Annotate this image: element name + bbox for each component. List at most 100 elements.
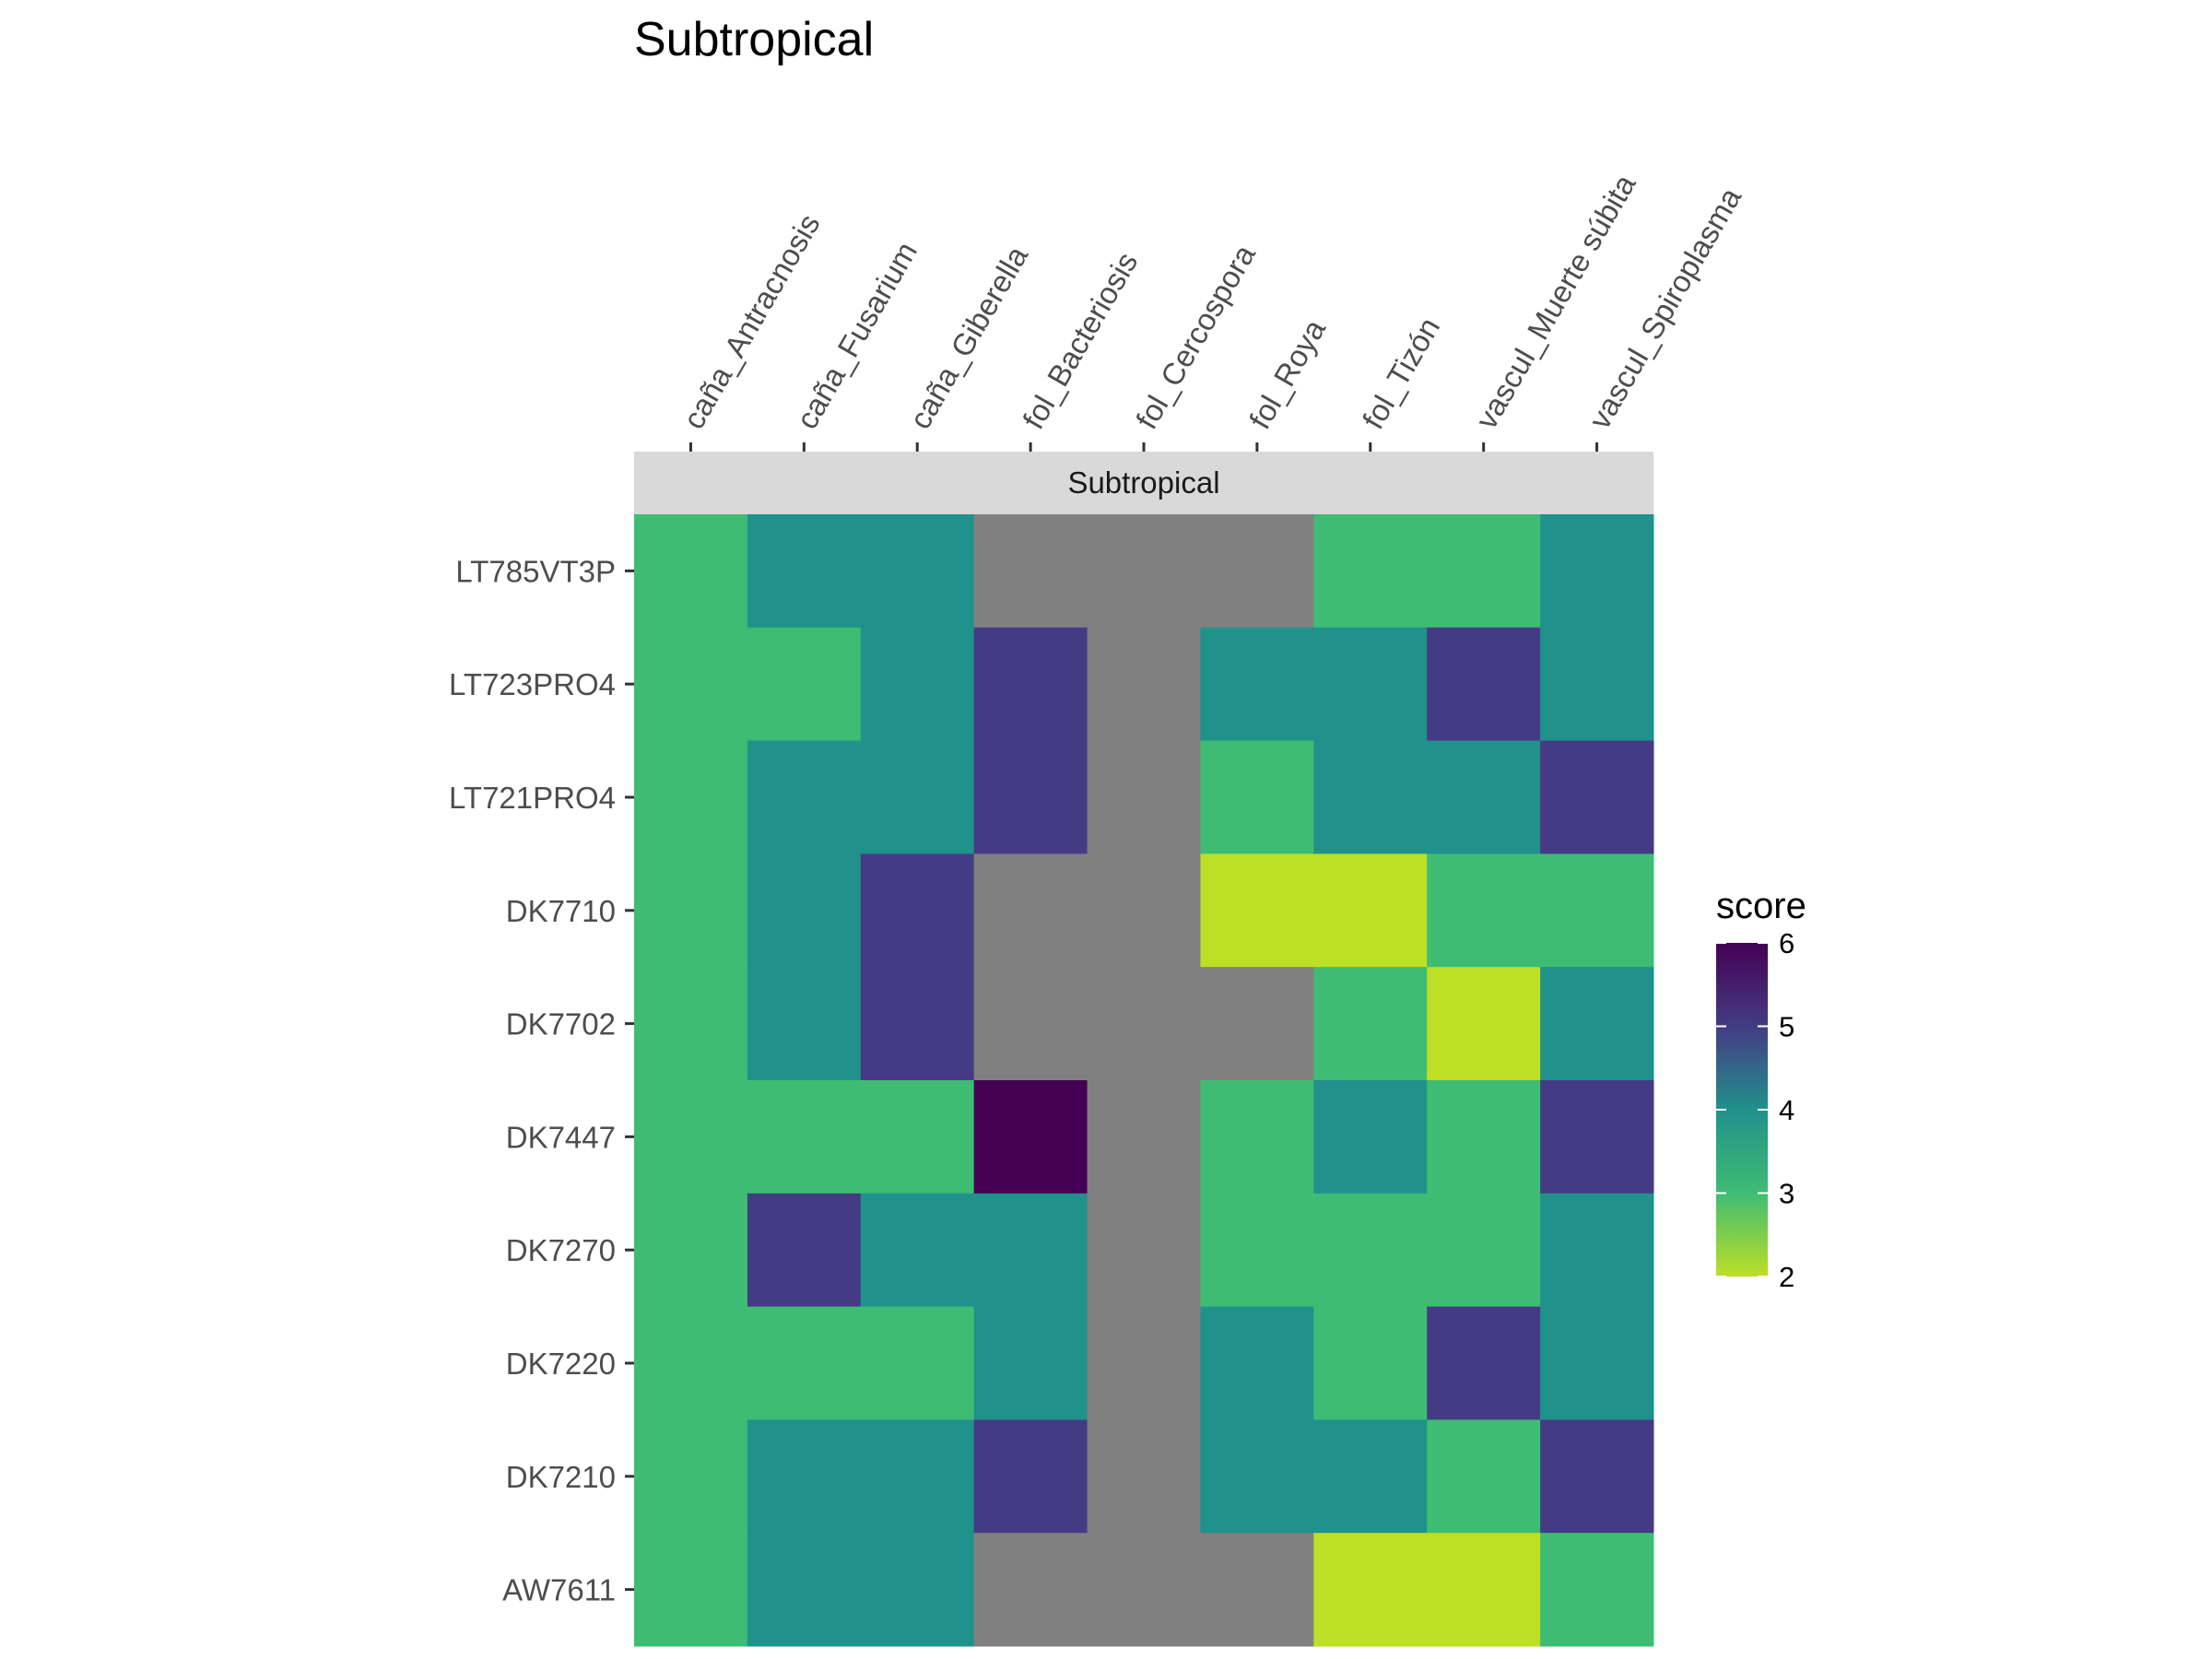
heatmap-cell	[1087, 1306, 1201, 1420]
heatmap-cell	[1427, 627, 1541, 742]
heatmap-cell	[1540, 514, 1654, 629]
heatmap-cell	[1313, 853, 1428, 968]
heatmap-cell	[747, 514, 862, 629]
heatmap-cell	[747, 967, 862, 1081]
heatmap-cell	[747, 627, 862, 742]
heatmap-cell	[1427, 853, 1541, 968]
heatmap-cell	[747, 853, 862, 968]
x-axis-labels: caña_Antracnosiscaña_Fusariumcaña_Gibere…	[676, 168, 1747, 434]
heatmap-cell	[973, 1533, 1088, 1647]
y-tick-label: LT723PRO4	[449, 667, 616, 701]
heatmap-cell	[860, 1533, 975, 1647]
heatmap-cell	[1313, 627, 1428, 742]
heatmap-cell	[1313, 1533, 1428, 1647]
heatmap-cell	[1200, 967, 1314, 1081]
heatmap-cell	[860, 740, 975, 854]
heatmap-cell	[1087, 514, 1201, 629]
heatmap-cell	[973, 740, 1088, 854]
x-tick-label: fol_Roya	[1242, 313, 1332, 435]
heatmap-cell	[1427, 1193, 1541, 1308]
heatmap-cell	[1540, 1080, 1654, 1194]
heatmap-cell	[634, 967, 748, 1081]
legend-tick-label: 2	[1779, 1261, 1794, 1293]
heatmap-cell	[860, 514, 975, 629]
heatmap-cell	[1427, 740, 1541, 854]
heatmap-cell	[1200, 1419, 1314, 1534]
heatmap-cell	[973, 1080, 1088, 1194]
y-tick-label: LT721PRO4	[449, 781, 616, 815]
heatmap-cell	[1200, 1080, 1314, 1194]
heatmap-cell	[1200, 627, 1314, 742]
x-tick-label: caña_Fusarium	[789, 236, 924, 434]
y-tick-label: AW7611	[502, 1573, 616, 1607]
heatmap-cell	[860, 1080, 975, 1194]
heatmap-cell	[1313, 1193, 1428, 1308]
heatmap-cell	[1200, 514, 1314, 629]
heatmap-cell	[1540, 1533, 1654, 1647]
x-tick-label: caña_Giberella	[902, 240, 1034, 434]
y-tick-label: DK7702	[506, 1007, 616, 1041]
heatmap-cell	[634, 1419, 748, 1534]
heatmap-cell	[1313, 967, 1428, 1081]
heatmap-cell	[1427, 514, 1541, 629]
heatmap-cell	[1427, 967, 1541, 1081]
x-axis-ticks	[688, 442, 1599, 452]
heatmap-cell	[1087, 627, 1201, 742]
heatmap-cell	[634, 1080, 748, 1194]
heatmap-cell	[1427, 1533, 1541, 1647]
heatmap-cell	[634, 1193, 748, 1308]
y-tick-label: LT785VT3P	[455, 554, 616, 588]
heatmap-cell	[860, 1306, 975, 1420]
heatmap-cell	[1313, 514, 1428, 629]
heatmap-cell	[1087, 1193, 1201, 1308]
legend-tick-label: 4	[1779, 1094, 1794, 1126]
heatmap-cell	[747, 1419, 862, 1534]
heatmap-cell	[747, 1080, 862, 1194]
heatmap-cell	[747, 740, 862, 854]
y-axis-labels: LT785VT3P LT723PRO4 LT721PRO4 DK7710 DK7702 D…	[449, 554, 616, 1606]
heatmap-cell	[747, 1193, 862, 1308]
heatmap-cell	[1087, 853, 1201, 968]
heatmap-cell	[747, 1306, 862, 1420]
heatmap-cell	[1540, 967, 1654, 1081]
heatmap-cell	[1540, 627, 1654, 742]
legend-tick-label: 6	[1779, 927, 1794, 959]
heatmap-cell	[1087, 1419, 1201, 1534]
heatmap-cell	[1200, 1533, 1314, 1647]
heatmap-cell	[1540, 853, 1654, 968]
heatmap-cell	[973, 967, 1088, 1081]
y-tick-label: DK7220	[506, 1347, 616, 1381]
y-tick-label: DK7710	[506, 894, 616, 928]
heatmap-cell	[973, 853, 1088, 968]
heatmap-cell	[634, 1306, 748, 1420]
heatmap-cell	[860, 853, 975, 968]
heatmap-cell	[1313, 1419, 1428, 1534]
heatmap-cell	[747, 1533, 862, 1647]
heatmap-cell	[634, 514, 748, 629]
y-tick-label: DK7210	[506, 1460, 616, 1494]
heatmap-cell	[1087, 1533, 1201, 1647]
heatmap-cells	[634, 514, 1654, 1647]
heatmap-cell	[973, 1419, 1088, 1534]
heatmap-cell	[1087, 1080, 1201, 1194]
legend-tick-label: 3	[1779, 1178, 1794, 1210]
heatmap-cell	[1313, 1306, 1428, 1420]
heatmap-cell	[1427, 1419, 1541, 1534]
heatmap-cell	[1540, 1419, 1654, 1534]
heatmap-cell	[973, 514, 1088, 629]
heatmap-cell	[973, 627, 1088, 742]
legend-tick-label: 5	[1779, 1011, 1794, 1043]
heatmap-cell	[1540, 1193, 1654, 1308]
heatmap-cell	[1313, 1080, 1428, 1194]
heatmap-cell	[860, 1419, 975, 1534]
heatmap-cell	[1427, 1080, 1541, 1194]
heatmap-cell	[1540, 1306, 1654, 1420]
heatmap-cell	[1200, 1193, 1314, 1308]
legend-title: score	[1716, 886, 1806, 926]
x-tick-label: fol_Tizón	[1356, 312, 1446, 434]
facet-strip-label: Subtropical	[1067, 465, 1219, 500]
heatmap-cell	[1087, 967, 1201, 1081]
x-tick-label: fol_Cercospora	[1129, 239, 1262, 435]
heatmap-cell	[1087, 740, 1201, 854]
heatmap-cell	[860, 627, 975, 742]
